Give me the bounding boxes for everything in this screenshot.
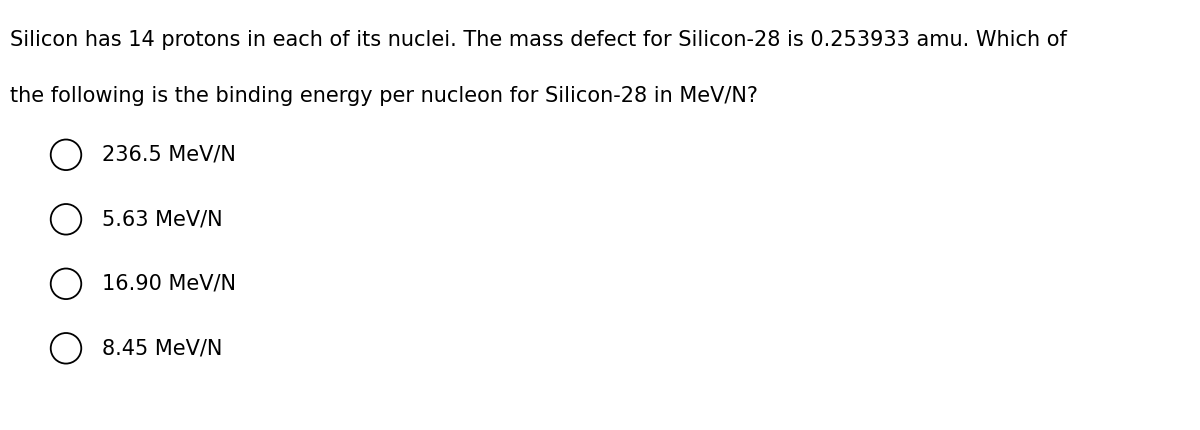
Text: Silicon has 14 protons in each of its nuclei. The mass defect for Silicon-28 is : Silicon has 14 protons in each of its nu… [10,30,1067,50]
Text: the following is the binding energy per nucleon for Silicon-28 in MeV/N?: the following is the binding energy per … [10,86,757,106]
Text: 236.5 MeV/N: 236.5 MeV/N [102,145,236,165]
Text: 16.90 MeV/N: 16.90 MeV/N [102,274,236,294]
Text: 8.45 MeV/N: 8.45 MeV/N [102,338,222,358]
Text: 5.63 MeV/N: 5.63 MeV/N [102,209,223,229]
